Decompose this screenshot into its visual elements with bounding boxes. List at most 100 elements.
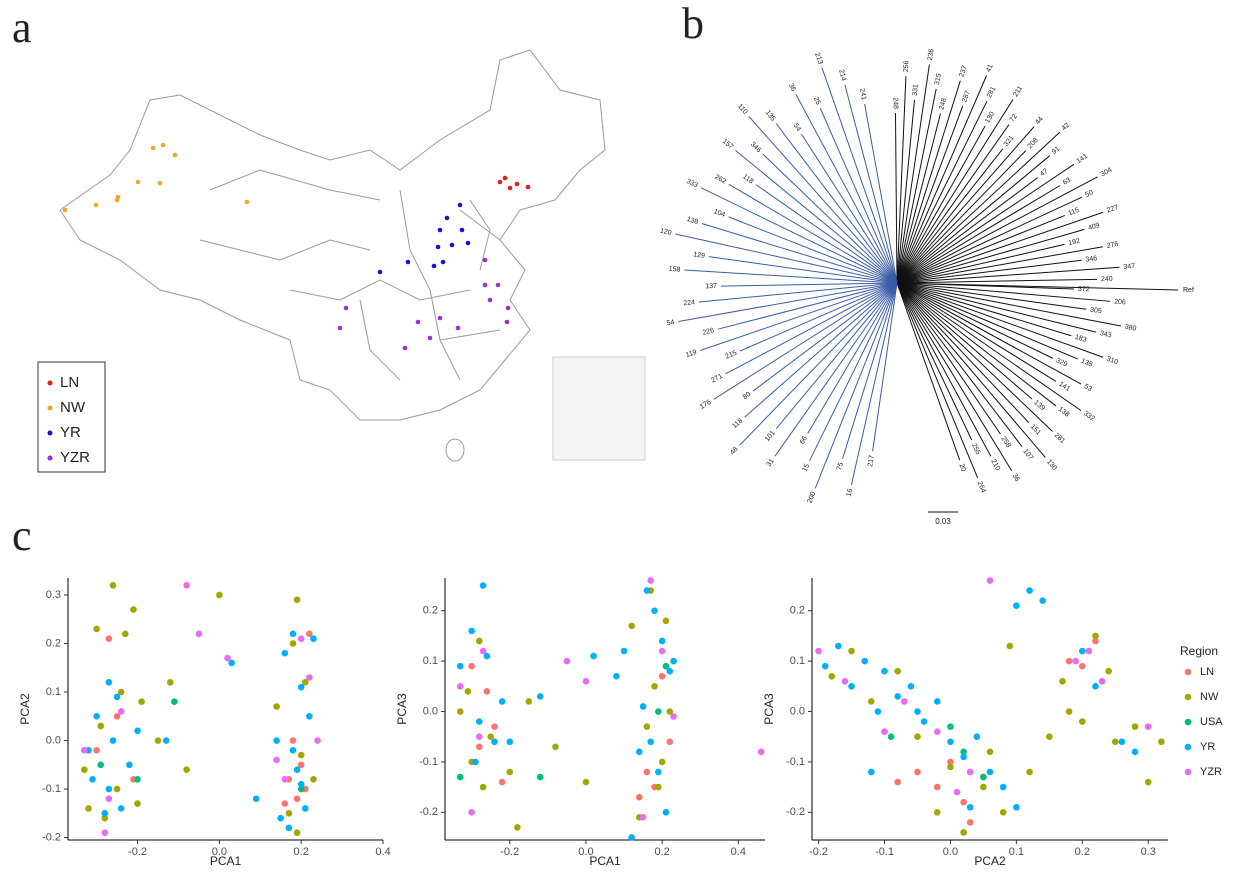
- map-site: [506, 306, 511, 311]
- leaf-label: 271: [710, 373, 724, 385]
- point: [476, 743, 483, 750]
- point: [967, 769, 974, 776]
- map-site: [450, 243, 455, 248]
- tree-branch: [897, 197, 1082, 283]
- x-tick-label: -0.2: [500, 846, 519, 858]
- point: [476, 733, 483, 740]
- leaf-label: 333: [685, 178, 699, 189]
- point: [290, 737, 297, 744]
- point: [1086, 648, 1093, 655]
- point: [908, 683, 915, 690]
- leaf-label: 255: [970, 442, 981, 456]
- leaf-label: 118: [731, 417, 744, 430]
- map-site: [344, 306, 349, 311]
- leaf-label: 258: [999, 436, 1011, 450]
- leaf-label: 75: [836, 462, 845, 472]
- point: [848, 648, 855, 655]
- y-tick-label: 0.0: [790, 705, 805, 717]
- point: [114, 786, 121, 793]
- china-map: [60, 50, 605, 461]
- point: [118, 805, 125, 812]
- legend-label: YZR: [60, 449, 90, 466]
- point: [947, 764, 954, 771]
- leaf-label: 141: [1057, 381, 1071, 393]
- point: [1145, 723, 1152, 730]
- leaf-label: 176: [699, 399, 713, 411]
- leaf-label: 264: [976, 480, 987, 494]
- point: [110, 737, 117, 744]
- point: [621, 648, 628, 655]
- point: [1000, 809, 1007, 816]
- point: [290, 747, 297, 754]
- point: [472, 759, 479, 766]
- y-tick-label: -0.1: [786, 756, 805, 768]
- y-tick-label: -0.2: [419, 806, 438, 818]
- leaf-label: 248: [938, 97, 948, 110]
- leaf-label: 139: [1032, 399, 1046, 412]
- point: [1039, 597, 1046, 604]
- point: [514, 824, 521, 831]
- point: [310, 776, 317, 783]
- leaf-label: 63: [1062, 177, 1072, 187]
- legend-swatch: [48, 381, 53, 386]
- point: [122, 630, 129, 637]
- leaf-label: 372: [1078, 286, 1090, 293]
- legend-label: NW: [60, 399, 86, 416]
- leaf-label: 262: [713, 174, 727, 186]
- legend-swatch: [48, 456, 53, 461]
- point: [499, 698, 506, 705]
- point: [655, 769, 662, 776]
- y-tick-label: -0.1: [42, 783, 61, 795]
- x-tick-label: -0.2: [128, 846, 147, 858]
- point: [526, 698, 533, 705]
- point: [484, 688, 491, 695]
- leaf-label: 237: [959, 65, 969, 78]
- point: [298, 781, 305, 788]
- point: [306, 713, 313, 720]
- point: [1072, 658, 1079, 665]
- map-inset: [553, 357, 645, 460]
- map-site: [483, 258, 488, 263]
- x-tick-label: 0.2: [654, 846, 669, 858]
- point: [828, 673, 835, 680]
- point: [881, 728, 888, 735]
- point: [875, 708, 882, 715]
- point: [499, 779, 506, 786]
- point: [216, 592, 223, 599]
- point: [659, 673, 666, 680]
- leaf-label: 31: [766, 458, 776, 468]
- map-site: [488, 298, 493, 303]
- map-site: [158, 181, 163, 186]
- leaf-label: 130: [1045, 458, 1058, 472]
- point: [298, 684, 305, 691]
- point: [89, 776, 96, 783]
- point: [974, 733, 981, 740]
- point: [468, 628, 475, 635]
- point: [894, 668, 901, 675]
- point: [894, 779, 901, 786]
- leaf-label: 157: [721, 138, 735, 151]
- leaf-label: 287: [961, 90, 972, 103]
- point: [1145, 779, 1152, 786]
- point: [901, 698, 908, 705]
- leaf-label: 42: [1061, 122, 1072, 132]
- point: [1092, 683, 1099, 690]
- point: [314, 737, 321, 744]
- point: [914, 733, 921, 740]
- map-site: [515, 182, 520, 187]
- point: [848, 683, 855, 690]
- point: [480, 784, 487, 791]
- island: [446, 439, 464, 461]
- y-tick-label: 0.1: [790, 655, 805, 667]
- leaf-label: 227: [1106, 204, 1119, 214]
- tree-branch: [897, 89, 936, 283]
- point: [921, 718, 928, 725]
- leaf-label: 54: [792, 122, 802, 132]
- point: [491, 738, 498, 745]
- tree-branch: [714, 283, 897, 399]
- point: [670, 713, 677, 720]
- point: [987, 577, 994, 584]
- point: [93, 626, 100, 633]
- y-axis-title: PCA2: [18, 693, 32, 725]
- map-site: [483, 283, 488, 288]
